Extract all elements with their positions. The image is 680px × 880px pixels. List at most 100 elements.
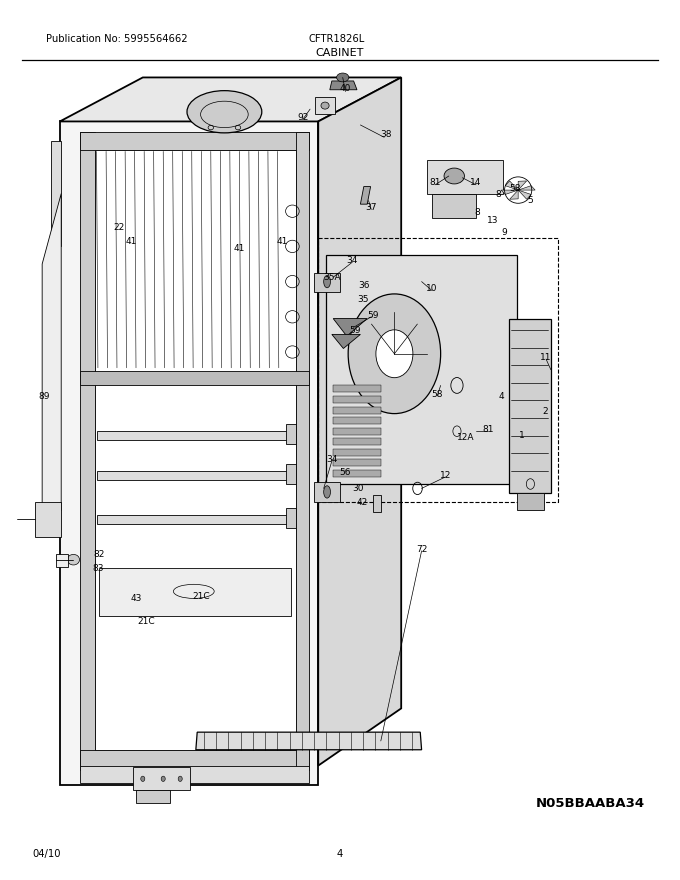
Polygon shape [333, 459, 381, 466]
Text: N05BBAABA34: N05BBAABA34 [536, 796, 645, 810]
Polygon shape [314, 482, 340, 502]
Text: 4: 4 [499, 392, 505, 400]
Polygon shape [427, 160, 503, 194]
Polygon shape [333, 438, 381, 445]
Text: 21C: 21C [137, 617, 155, 626]
Text: 59: 59 [367, 311, 378, 319]
Text: 35: 35 [358, 295, 369, 304]
Polygon shape [296, 132, 309, 770]
Polygon shape [314, 273, 340, 292]
Text: 59: 59 [350, 326, 360, 335]
Polygon shape [373, 495, 381, 512]
Polygon shape [133, 767, 190, 790]
Text: 40: 40 [340, 84, 351, 93]
Polygon shape [56, 554, 68, 567]
Text: 8: 8 [495, 190, 500, 199]
Text: 30: 30 [352, 484, 363, 493]
Text: 34: 34 [347, 256, 358, 265]
Text: 89: 89 [39, 392, 50, 400]
Text: 8: 8 [475, 209, 480, 217]
Text: 81: 81 [430, 178, 441, 187]
Polygon shape [326, 255, 517, 484]
Text: 81: 81 [483, 425, 494, 434]
Text: 38: 38 [380, 130, 391, 139]
Polygon shape [286, 508, 296, 528]
Polygon shape [501, 190, 518, 194]
Polygon shape [333, 385, 381, 392]
Polygon shape [286, 424, 296, 444]
Text: 11: 11 [541, 353, 551, 362]
Polygon shape [80, 371, 309, 385]
Text: 42: 42 [357, 498, 368, 507]
Text: 22: 22 [114, 223, 124, 231]
Polygon shape [333, 407, 381, 414]
Polygon shape [97, 515, 294, 524]
Polygon shape [518, 190, 531, 199]
Polygon shape [510, 190, 518, 199]
Polygon shape [51, 141, 61, 246]
Text: 5: 5 [528, 196, 533, 205]
Text: 43: 43 [131, 594, 141, 603]
Text: 36: 36 [359, 281, 370, 290]
Text: 41: 41 [126, 237, 137, 246]
Polygon shape [60, 121, 318, 785]
Text: 41: 41 [277, 237, 288, 246]
Text: 10: 10 [426, 284, 437, 293]
Text: 58: 58 [509, 184, 520, 193]
Ellipse shape [324, 486, 330, 498]
Text: 83: 83 [93, 564, 104, 573]
Polygon shape [318, 77, 401, 766]
Polygon shape [509, 319, 551, 493]
Text: 56: 56 [340, 468, 351, 477]
Polygon shape [518, 181, 526, 190]
Polygon shape [80, 132, 309, 150]
Polygon shape [95, 150, 296, 750]
Ellipse shape [444, 168, 464, 184]
Polygon shape [432, 194, 476, 218]
Polygon shape [196, 732, 422, 750]
Text: Publication No: 5995564662: Publication No: 5995564662 [46, 34, 188, 44]
Polygon shape [97, 431, 294, 440]
Ellipse shape [178, 776, 182, 781]
Text: 1: 1 [520, 431, 525, 440]
Polygon shape [330, 81, 357, 90]
Text: 9: 9 [502, 228, 507, 237]
Text: 14: 14 [471, 178, 481, 187]
Polygon shape [505, 181, 518, 190]
Ellipse shape [324, 275, 330, 288]
Polygon shape [42, 194, 61, 510]
Polygon shape [333, 449, 381, 456]
Text: 35A: 35A [323, 273, 341, 282]
Polygon shape [315, 97, 335, 114]
Polygon shape [333, 470, 381, 477]
Polygon shape [333, 417, 381, 424]
Polygon shape [99, 568, 291, 616]
Ellipse shape [321, 102, 329, 109]
Text: 12A: 12A [457, 433, 475, 442]
Text: 2: 2 [543, 407, 548, 416]
Polygon shape [360, 187, 371, 204]
Ellipse shape [187, 91, 262, 133]
Text: 04/10: 04/10 [33, 849, 61, 859]
Text: 13: 13 [487, 216, 498, 224]
Text: 72: 72 [416, 545, 427, 554]
Text: 4: 4 [337, 849, 343, 859]
Text: 58: 58 [432, 390, 443, 399]
Polygon shape [97, 471, 294, 480]
Ellipse shape [337, 73, 349, 82]
Polygon shape [80, 132, 95, 770]
Text: 41: 41 [234, 244, 245, 253]
Text: CABINET: CABINET [316, 48, 364, 57]
Polygon shape [136, 790, 170, 803]
Text: 21C: 21C [192, 592, 210, 601]
Ellipse shape [376, 330, 413, 378]
Text: 34: 34 [326, 455, 337, 464]
Polygon shape [60, 77, 401, 121]
Polygon shape [333, 396, 381, 403]
Polygon shape [517, 493, 544, 510]
Polygon shape [333, 319, 367, 336]
Text: 82: 82 [93, 550, 104, 559]
Polygon shape [35, 502, 61, 537]
Ellipse shape [348, 294, 441, 414]
Polygon shape [518, 186, 535, 190]
